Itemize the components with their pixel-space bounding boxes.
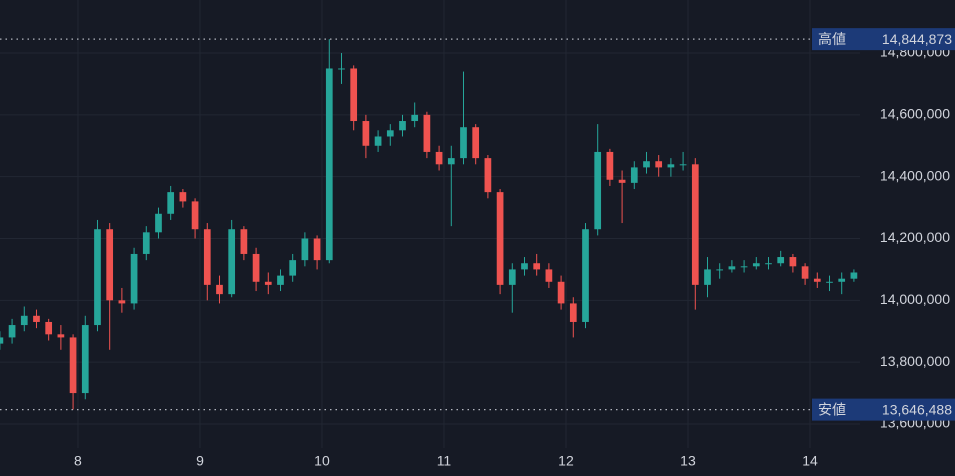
candle-body [338, 68, 345, 70]
x-tick-label: 11 [437, 453, 452, 469]
candle-body [423, 114, 431, 152]
candle-body [826, 281, 833, 283]
candle-body [69, 337, 77, 394]
candle-body [8, 325, 16, 338]
candle-body [850, 272, 858, 279]
marker-box [812, 398, 955, 421]
candle-body [765, 263, 772, 265]
candle-body [569, 303, 577, 322]
candle-body [94, 229, 101, 326]
candle-body [264, 281, 272, 285]
candle-body [81, 325, 89, 394]
candle-body [228, 229, 236, 295]
candle-body [362, 121, 370, 146]
y-tick-label: 14,400,000 [880, 167, 950, 183]
candle-body [191, 201, 199, 230]
candle-body [447, 158, 455, 165]
candle-body [606, 151, 614, 180]
candle-body [203, 229, 211, 285]
candle-body [679, 164, 687, 166]
y-tick-label: 14,000,000 [880, 291, 950, 307]
candle-body [179, 192, 187, 202]
candle-body [301, 238, 309, 261]
candle-body [484, 158, 492, 193]
candle-body [667, 164, 675, 168]
y-tick-label: 14,200,000 [880, 229, 950, 245]
candle-body [106, 229, 114, 301]
x-tick-label: 8 [74, 453, 82, 469]
candle-body [45, 321, 53, 335]
candle-body [386, 130, 394, 137]
candle-body [618, 179, 626, 183]
x-tick-label: 14 [802, 453, 818, 469]
marker-value: 14,844,873 [882, 31, 952, 47]
candle-body [277, 275, 284, 285]
marker-value: 13,646,488 [882, 401, 952, 417]
marker-box [812, 28, 955, 51]
candle-body [167, 192, 175, 214]
candle-body [777, 257, 785, 264]
x-tick-label: 10 [314, 453, 330, 469]
candle-body [557, 281, 565, 304]
candle-body [508, 269, 516, 285]
candle-body [789, 257, 797, 267]
y-tick-label: 13,800,000 [880, 353, 950, 369]
candle-body [0, 337, 4, 344]
candle-body [716, 269, 724, 271]
candle-body [142, 232, 150, 254]
candle-body [838, 278, 846, 282]
candle-body [399, 121, 406, 131]
candle-body [801, 266, 809, 279]
candle-body [752, 263, 760, 267]
candle-body [411, 114, 419, 122]
candle-body [350, 68, 358, 122]
candle-body [521, 263, 528, 270]
y-tick-label: 14,600,000 [880, 106, 950, 122]
candle-body [655, 161, 663, 168]
candle-body [240, 229, 248, 254]
x-tick-label: 13 [680, 453, 696, 469]
candle-body [435, 151, 443, 165]
x-tick-label: 12 [558, 453, 574, 469]
marker-name: 安値 [818, 401, 846, 417]
candle-body [460, 127, 467, 159]
candle-body [155, 213, 162, 233]
candle-body [118, 300, 126, 304]
candle-body [130, 253, 138, 304]
candle-body [813, 278, 821, 282]
candle-body [289, 260, 297, 276]
candle-body [313, 238, 321, 261]
candle-body [216, 284, 223, 295]
candle-body [630, 167, 638, 183]
candle-body [33, 315, 40, 322]
candle-body [57, 334, 65, 338]
candle-body [582, 229, 589, 322]
candle-body [740, 266, 748, 268]
marker-name: 高値 [818, 31, 846, 47]
candle-body [704, 269, 711, 285]
candle-body [643, 161, 650, 168]
candle-body [728, 266, 736, 270]
candle-body [20, 315, 28, 326]
candle-body [691, 164, 699, 285]
candle-body [472, 127, 480, 159]
x-tick-label: 9 [196, 453, 204, 469]
candle-body [496, 192, 504, 285]
candle-body [545, 269, 553, 282]
candle-body [533, 263, 541, 270]
candle-body [252, 253, 260, 282]
candle-body [594, 151, 602, 230]
candle-body [325, 68, 333, 261]
candle-body [374, 136, 382, 146]
